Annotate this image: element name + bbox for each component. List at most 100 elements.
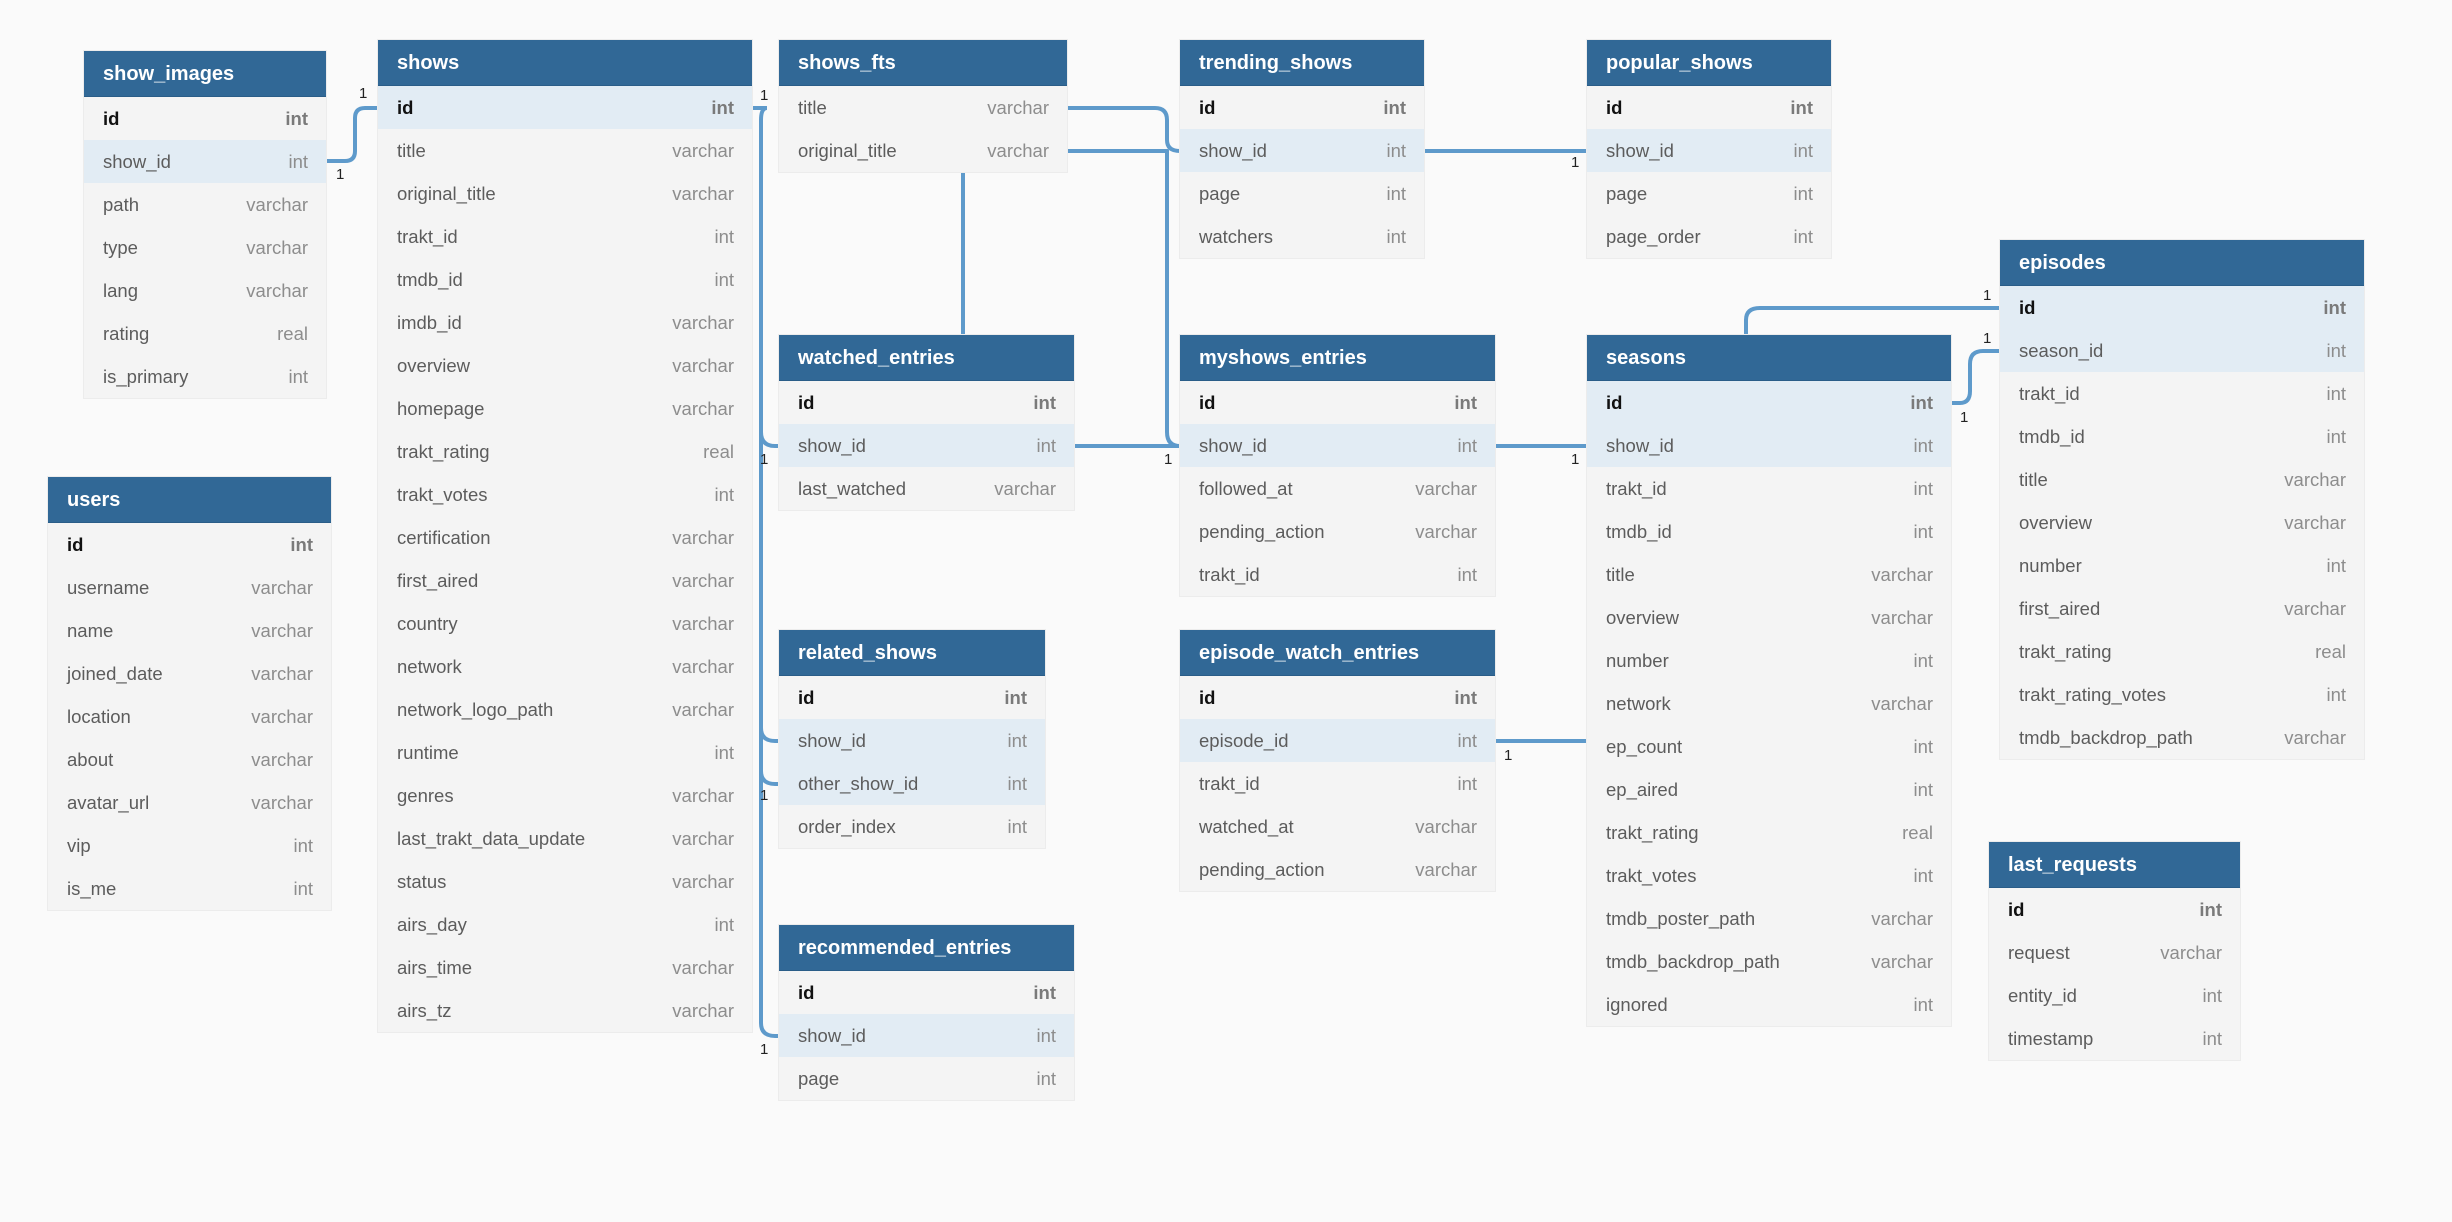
table-row[interactable]: tmdb_id int (378, 258, 752, 301)
table-row[interactable]: vip int (48, 824, 331, 867)
table-row[interactable]: trakt_votes int (378, 473, 752, 516)
table-row[interactable]: show_id int (1587, 424, 1951, 467)
table-users[interactable]: users id int username varchar name varchar join… (48, 477, 331, 910)
table-seasons[interactable]: seasons id int show_id int trakt_id int tmdb_id… (1587, 335, 1951, 1026)
table-show_images[interactable]: show_images id int show_id int path varchar typ… (84, 51, 326, 398)
table-row[interactable]: title varchar (378, 129, 752, 172)
table-row[interactable]: watched_at varchar (1180, 805, 1495, 848)
table-row[interactable]: pending_action varchar (1180, 510, 1495, 553)
table-row[interactable]: id int (2000, 286, 2364, 329)
table-related_shows[interactable]: related_shows id int show_id int other_show_i… (779, 630, 1045, 848)
table-row[interactable]: username varchar (48, 566, 331, 609)
table-row[interactable]: id int (1989, 888, 2240, 931)
table-row[interactable]: tmdb_poster_path varchar (1587, 897, 1951, 940)
table-header[interactable]: related_shows (779, 630, 1045, 676)
table-recommended_entries[interactable]: recommended_entries id int show_id int page in… (779, 925, 1074, 1100)
table-row[interactable]: ep_count int (1587, 725, 1951, 768)
table-header[interactable]: recommended_entries (779, 925, 1074, 971)
table-episode_watch_entries[interactable]: episode_watch_entries id int episode_id int t… (1180, 630, 1495, 891)
table-row[interactable]: show_id int (779, 424, 1074, 467)
table-row[interactable]: country varchar (378, 602, 752, 645)
table-row[interactable]: show_id int (1587, 129, 1831, 172)
table-row[interactable]: entity_id int (1989, 974, 2240, 1017)
table-row[interactable]: pending_action varchar (1180, 848, 1495, 891)
table-row[interactable]: id int (48, 523, 331, 566)
table-myshows_entries[interactable]: myshows_entries id int show_id int followed_a… (1180, 335, 1495, 596)
table-row[interactable]: network_logo_path varchar (378, 688, 752, 731)
table-header[interactable]: watched_entries (779, 335, 1074, 381)
table-row[interactable]: last_trakt_data_update varchar (378, 817, 752, 860)
table-row[interactable]: certification varchar (378, 516, 752, 559)
table-row[interactable]: id int (1180, 676, 1495, 719)
table-row[interactable]: id int (378, 86, 752, 129)
table-row[interactable]: page int (1180, 172, 1424, 215)
table-row[interactable]: ignored int (1587, 983, 1951, 1026)
table-row[interactable]: trakt_id int (378, 215, 752, 258)
table-row[interactable]: episode_id int (1180, 719, 1495, 762)
table-row[interactable]: original_title varchar (378, 172, 752, 215)
table-row[interactable]: tmdb_id int (1587, 510, 1951, 553)
table-row[interactable]: id int (779, 676, 1045, 719)
table-row[interactable]: rating real (84, 312, 326, 355)
table-row[interactable]: airs_day int (378, 903, 752, 946)
table-shows_fts[interactable]: shows_fts title varchar original_title varch… (779, 40, 1067, 172)
table-row[interactable]: number int (1587, 639, 1951, 682)
table-popular_shows[interactable]: popular_shows id int show_id int page int page_… (1587, 40, 1831, 258)
table-shows[interactable]: shows id int title varchar original_title varc… (378, 40, 752, 1032)
table-row[interactable]: runtime int (378, 731, 752, 774)
table-header[interactable]: show_images (84, 51, 326, 97)
table-row[interactable]: airs_tz varchar (378, 989, 752, 1032)
table-row[interactable]: show_id int (1180, 129, 1424, 172)
table-row[interactable]: id int (1587, 86, 1831, 129)
table-row[interactable]: show_id int (779, 719, 1045, 762)
table-row[interactable]: avatar_url varchar (48, 781, 331, 824)
table-row[interactable]: id int (84, 97, 326, 140)
table-row[interactable]: imdb_id varchar (378, 301, 752, 344)
table-row[interactable]: trakt_votes int (1587, 854, 1951, 897)
table-row[interactable]: watchers int (1180, 215, 1424, 258)
table-row[interactable]: trakt_id int (1587, 467, 1951, 510)
table-row[interactable]: trakt_rating real (1587, 811, 1951, 854)
table-row[interactable]: trakt_id int (1180, 553, 1495, 596)
table-row[interactable]: show_id int (779, 1014, 1074, 1057)
table-row[interactable]: is_me int (48, 867, 331, 910)
table-header[interactable]: popular_shows (1587, 40, 1831, 86)
table-row[interactable]: first_aired varchar (2000, 587, 2364, 630)
table-row[interactable]: id int (779, 971, 1074, 1014)
table-row[interactable]: trakt_rating real (2000, 630, 2364, 673)
table-row[interactable]: ep_aired int (1587, 768, 1951, 811)
table-row[interactable]: overview varchar (1587, 596, 1951, 639)
table-row[interactable]: show_id int (84, 140, 326, 183)
table-row[interactable]: name varchar (48, 609, 331, 652)
table-row[interactable]: tmdb_backdrop_path varchar (2000, 716, 2364, 759)
table-row[interactable]: timestamp int (1989, 1017, 2240, 1060)
table-row[interactable]: network varchar (378, 645, 752, 688)
table-row[interactable]: id int (779, 381, 1074, 424)
table-row[interactable]: overview varchar (378, 344, 752, 387)
table-row[interactable]: show_id int (1180, 424, 1495, 467)
table-watched_entries[interactable]: watched_entries id int show_id int last_watch… (779, 335, 1074, 510)
table-row[interactable]: page int (779, 1057, 1074, 1100)
table-row[interactable]: path varchar (84, 183, 326, 226)
table-episodes[interactable]: episodes id int season_id int trakt_id int tmdb… (2000, 240, 2364, 759)
table-header[interactable]: myshows_entries (1180, 335, 1495, 381)
table-row[interactable]: tmdb_backdrop_path varchar (1587, 940, 1951, 983)
table-header[interactable]: users (48, 477, 331, 523)
table-row[interactable]: id int (1180, 86, 1424, 129)
table-row[interactable]: status varchar (378, 860, 752, 903)
table-row[interactable]: title varchar (2000, 458, 2364, 501)
table-header[interactable]: trending_shows (1180, 40, 1424, 86)
table-row[interactable]: network varchar (1587, 682, 1951, 725)
table-header[interactable]: episodes (2000, 240, 2364, 286)
table-header[interactable]: last_requests (1989, 842, 2240, 888)
table-header[interactable]: seasons (1587, 335, 1951, 381)
table-row[interactable]: page_order int (1587, 215, 1831, 258)
table-row[interactable]: location varchar (48, 695, 331, 738)
table-row[interactable]: number int (2000, 544, 2364, 587)
table-row[interactable]: trakt_rating real (378, 430, 752, 473)
table-row[interactable]: page int (1587, 172, 1831, 215)
table-row[interactable]: joined_date varchar (48, 652, 331, 695)
table-row[interactable]: id int (1180, 381, 1495, 424)
table-row[interactable]: tmdb_id int (2000, 415, 2364, 458)
table-row[interactable]: order_index int (779, 805, 1045, 848)
